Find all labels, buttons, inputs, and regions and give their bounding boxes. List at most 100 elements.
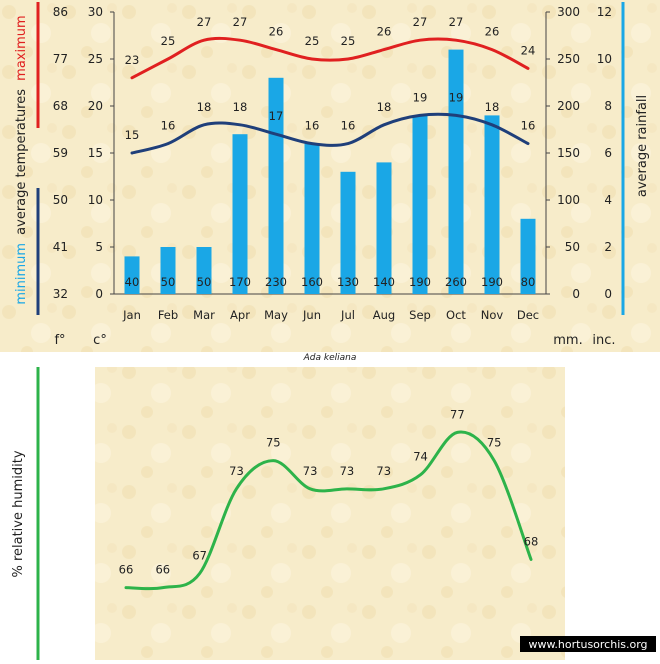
fahrenheit-tick-label: 68 <box>53 99 68 113</box>
millimeter-tick-label: 0 <box>572 287 580 301</box>
inches-tick-label: 0 <box>604 287 612 301</box>
maximum-value-label: 25 <box>305 34 320 48</box>
maximum-value-label: 25 <box>341 34 356 48</box>
rainfall-bar <box>520 218 536 294</box>
right-axis-label: average rainfall <box>635 95 650 197</box>
month-label: Jun <box>302 308 321 322</box>
celsius-tick-label: 20 <box>88 99 103 113</box>
rainfall-bar <box>376 162 392 294</box>
fahrenheit-tick-label: 50 <box>53 193 68 207</box>
maximum-value-label: 26 <box>269 25 284 39</box>
maximum-value-label: 24 <box>521 43 536 57</box>
minimum-value-label: 18 <box>377 100 392 114</box>
humidity-value-label: 67 <box>192 549 207 563</box>
inches-tick-label: 10 <box>597 52 612 66</box>
humidity-value-label: 75 <box>487 436 502 450</box>
rainfall-bar <box>340 171 356 294</box>
inches-tick-label: 4 <box>604 193 612 207</box>
maximum-value-label: 27 <box>233 15 248 29</box>
fahrenheit-tick-label: 32 <box>53 287 68 301</box>
rainfall-value-label: 160 <box>301 275 323 289</box>
minimum-value-label: 19 <box>413 90 428 104</box>
millimeter-tick-label: 100 <box>557 193 580 207</box>
celsius-tick-label: 15 <box>88 146 103 160</box>
rainfall-bar <box>304 143 320 294</box>
rainfall-value-label: 50 <box>197 275 212 289</box>
minimum-value-label: 18 <box>485 100 500 114</box>
rainfall-value-label: 80 <box>521 275 536 289</box>
minimum-value-label: 19 <box>449 90 464 104</box>
maximum-value-label: 26 <box>377 25 392 39</box>
rainfall-bar <box>484 115 500 295</box>
rainfall-bar <box>412 115 428 295</box>
millimeter-tick-label: 300 <box>557 5 580 19</box>
fahrenheit-tick-label: 77 <box>53 52 68 66</box>
data-labels: 40 50 50 170 230 160 130 140 190 260 190 80 23 25 27 27… <box>125 15 536 289</box>
species-subtitle: Ada keliana <box>303 353 357 363</box>
watermark-text: www.hortusorchis.org <box>528 638 647 651</box>
millimeter-unit-label: mm. <box>553 333 582 348</box>
millimeter-tick-label: 150 <box>557 146 580 160</box>
minimum-value-label: 17 <box>269 109 284 123</box>
month-label: Feb <box>158 308 178 322</box>
minimum-value-label: 16 <box>341 119 356 133</box>
rainfall-bars <box>124 49 536 295</box>
month-label: Nov <box>481 308 504 322</box>
humidity-value-label: 73 <box>340 464 355 478</box>
celsius-tick-label: 25 <box>88 52 103 66</box>
humidity-line <box>124 430 533 591</box>
minimum-value-label: 18 <box>233 100 248 114</box>
rainfall-value-label: 50 <box>161 275 176 289</box>
rainfall-value-label: 260 <box>445 275 467 289</box>
celsius-tick-label: 10 <box>88 193 103 207</box>
rainfall-value-label: 190 <box>481 275 503 289</box>
rainfall-bar <box>448 49 464 294</box>
rainfall-bar <box>160 247 176 294</box>
humidity-value-label: 75 <box>266 436 281 450</box>
month-label: Jan <box>122 308 141 322</box>
maximum-value-label: 27 <box>197 15 212 29</box>
rainfall-value-label: 130 <box>337 275 359 289</box>
humidity-value-label: 73 <box>229 464 244 478</box>
humidity-series: 66 66 67 73 75 73 73 73 74 77 75 68 <box>119 407 539 591</box>
maximum-value-label: 27 <box>449 15 464 29</box>
minimum-temperature-line <box>130 112 530 155</box>
month-label: Dec <box>517 308 539 322</box>
month-label: Mar <box>193 308 215 322</box>
humidity-value-label: 73 <box>303 464 318 478</box>
rainfall-value-label: 140 <box>373 275 395 289</box>
celsius-tick-label: 0 <box>95 287 103 301</box>
rainfall-value-label: 40 <box>125 275 140 289</box>
millimeter-tick-label: 50 <box>565 240 580 254</box>
rainfall-bar <box>232 134 248 294</box>
month-label: Oct <box>446 308 466 322</box>
maximum-value-label: 27 <box>413 15 428 29</box>
inches-unit-label: inc. <box>592 333 615 348</box>
humidity-value-label: 68 <box>524 534 539 548</box>
minimum-value-label: 16 <box>161 119 176 133</box>
humidity-value-label: 66 <box>155 563 170 577</box>
month-label: Sep <box>409 308 431 322</box>
minimum-value-label: 15 <box>125 128 140 142</box>
celsius-tick-label: 5 <box>95 240 103 254</box>
maximum-value-label: 23 <box>125 53 140 67</box>
inches-tick-label: 8 <box>604 99 612 113</box>
rainfall-value-label: 170 <box>229 275 251 289</box>
fahrenheit-tick-label: 86 <box>53 5 68 19</box>
month-label: May <box>264 308 288 322</box>
millimeter-tick-label: 250 <box>557 52 580 66</box>
celsius-unit-label: c° <box>93 333 107 348</box>
average-temperatures-label: average temperatures <box>14 89 29 235</box>
axes-layer: 0 32 5 41 10 50 15 59 20 68 25 77 30 86 0 0 50 2 100 4 150 6 2… <box>53 5 612 322</box>
minimum-value-label: 18 <box>197 100 212 114</box>
humidity-value-label: 74 <box>413 450 428 464</box>
maximum-value-label: 25 <box>161 34 176 48</box>
temperature-lines <box>130 36 530 155</box>
fahrenheit-tick-label: 41 <box>53 240 68 254</box>
humidity-value-label: 73 <box>376 464 391 478</box>
maximum-label: maximum <box>14 15 29 81</box>
month-label: Aug <box>373 308 395 322</box>
maximum-temperature-line <box>130 36 530 80</box>
